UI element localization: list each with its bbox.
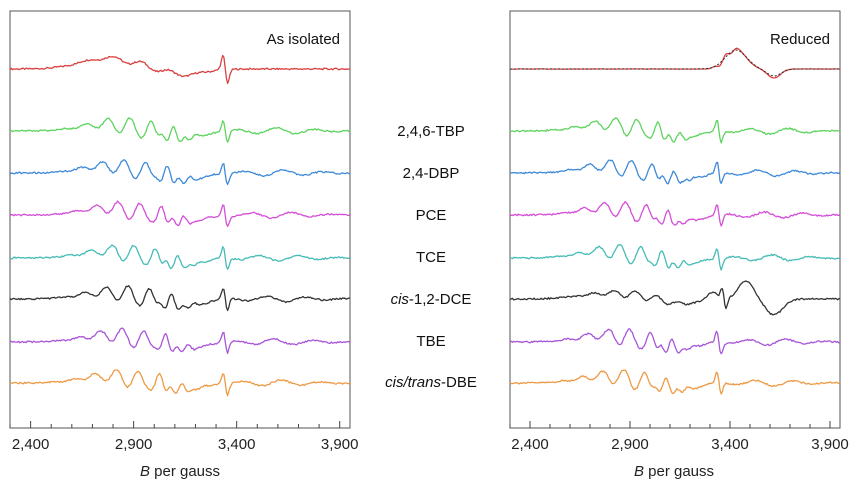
sample-label-pce: PCE: [416, 207, 447, 224]
x-tick-label-right-1: 2,900: [611, 436, 649, 453]
sample-label-dbe-rest: -DBE: [441, 374, 477, 391]
traces-left: [9, 54, 351, 397]
trace-left-5: [9, 285, 350, 312]
sample-labels: 2,4,6-TBP 2,4-DBP PCE TCE cis-1,2-DCE TB…: [385, 123, 477, 391]
trace-left-2: [9, 159, 351, 186]
sample-label-dce-italic: cis: [391, 291, 410, 308]
x-tick-label-right-0: 2,400: [511, 436, 549, 453]
ticks-left: 2,400 2,900 3,400 3,900: [9, 421, 359, 453]
trace-right-2: [509, 159, 841, 185]
sample-label-dce: cis-1,2-DCE: [391, 291, 472, 308]
panel-title-right: Reduced: [770, 31, 830, 48]
panel-frame-right: [509, 10, 841, 429]
x-axis-label-left-italic: B: [140, 463, 150, 480]
x-axis-label-left: B per gauss: [140, 463, 220, 480]
trace-left-0: [9, 54, 350, 85]
x-tick-label-left-0: 2,400: [12, 436, 50, 453]
sample-label-tbp: 2,4,6-TBP: [397, 123, 465, 140]
panel-as-isolated: As isolated 2,400 2,900 3,400 3,900 B per g…: [9, 10, 359, 480]
sample-label-tbe: TBE: [416, 333, 445, 350]
x-tick-label-right-3: 3,900: [811, 436, 849, 453]
trace-right-simulation: [510, 49, 840, 77]
panel-frame-left: [9, 10, 351, 429]
trace-right-1: [509, 117, 841, 144]
trace-left-6: [9, 327, 351, 355]
x-tick-label-right-2: 3,400: [711, 436, 749, 453]
sample-label-dce-rest: -1,2-DCE: [409, 291, 472, 308]
sample-label-dbp: 2,4-DBP: [403, 165, 460, 182]
trace-right-0: [509, 47, 841, 79]
trace-left-1: [10, 117, 351, 143]
ticks-right: 2,400 2,900 3,400 3,900: [509, 421, 849, 453]
panel-title-left: As isolated: [267, 31, 340, 48]
traces-right: [509, 47, 841, 395]
trace-right-5: [509, 280, 841, 316]
trace-left-7: [9, 369, 351, 397]
x-tick-label-left-1: 2,900: [115, 436, 153, 453]
trace-left-3: [9, 200, 351, 228]
x-axis-label-right: B per gauss: [634, 463, 714, 480]
sample-label-dbe: cis/trans-DBE: [385, 374, 477, 391]
trace-right-6: [509, 328, 840, 355]
sample-label-dbe-italic: cis/trans: [385, 374, 441, 391]
sample-label-tce: TCE: [416, 249, 446, 266]
panel-reduced: Reduced 2,400 2,900 3,400 3,900 B per gauss: [509, 10, 849, 480]
x-tick-label-left-2: 3,400: [218, 436, 256, 453]
x-axis-label-right-italic: B: [634, 463, 644, 480]
x-axis-label-right-rest: per gauss: [644, 463, 714, 480]
x-tick-label-left-3: 3,900: [321, 436, 359, 453]
trace-right-7: [509, 369, 841, 395]
x-axis-label-left-rest: per gauss: [150, 463, 220, 480]
trace-left-4: [9, 244, 351, 270]
trace-right-4: [509, 244, 841, 271]
trace-right-3: [509, 200, 841, 227]
